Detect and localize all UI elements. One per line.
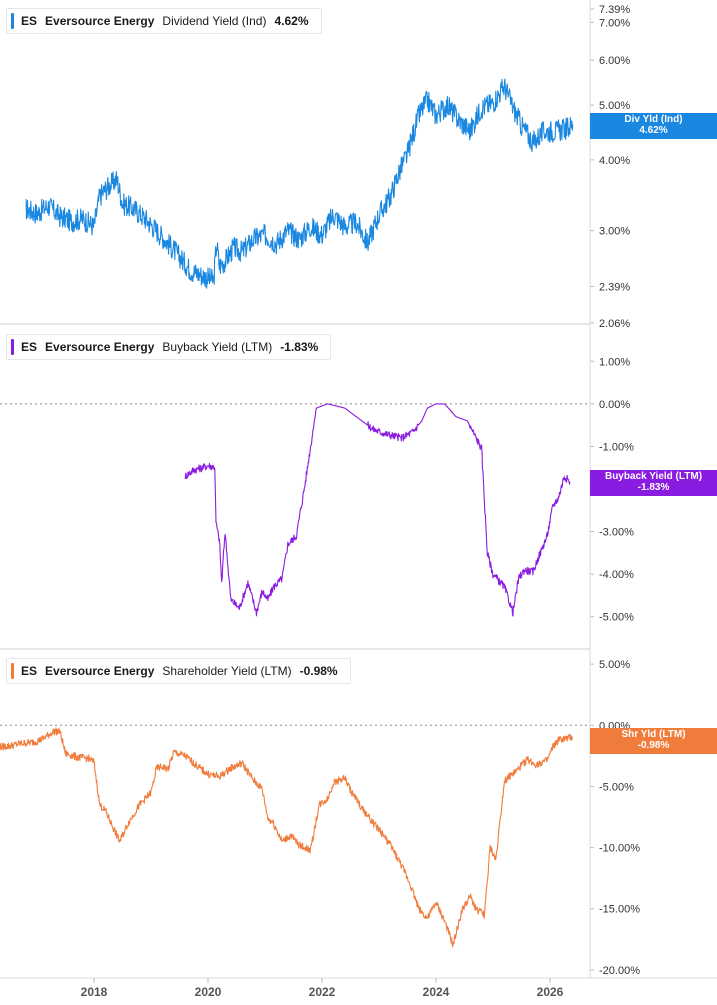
y-tick-label: -1.00% — [599, 441, 634, 453]
legend-metric: Buyback Yield (LTM) — [162, 340, 273, 354]
y-tick-label: 5.00% — [599, 659, 630, 671]
y-tick-label: -15.00% — [599, 904, 640, 916]
x-tick-label: 2020 — [195, 985, 222, 999]
tag-label: Div Yld (Ind) — [624, 114, 683, 125]
series-line-2 — [184, 403, 571, 617]
legend-company: Eversource Energy — [45, 340, 155, 354]
y-tick-label: -5.00% — [599, 612, 634, 624]
legend-company: Eversource Energy — [45, 664, 155, 678]
tag-value: 4.62% — [639, 125, 668, 136]
legend-shareholder-yield: ES Eversource Energy Shareholder Yield (… — [6, 658, 351, 684]
legend-buyback-yield: ES Eversource Energy Buyback Yield (LTM)… — [6, 334, 332, 360]
y-tick-label: 1.00% — [599, 356, 630, 368]
y-tick-label: 2.06% — [599, 318, 630, 330]
legend-company: Eversource Energy — [45, 14, 155, 28]
y-tick-label: -20.00% — [599, 965, 640, 977]
y-tick-label: 0.00% — [599, 399, 630, 411]
series-line-3 — [0, 727, 574, 948]
legend-ticker: ES — [21, 664, 38, 678]
y-tick-label: 4.00% — [599, 155, 630, 167]
series-color-swatch — [11, 339, 14, 355]
value-tag-dividend-yield: Div Yld (Ind) 4.62% — [590, 113, 717, 139]
tag-value: -1.83% — [637, 482, 670, 493]
legend-dividend-yield: ES Eversource Energy Dividend Yield (Ind… — [6, 8, 322, 34]
legend-metric: Dividend Yield (Ind) — [162, 14, 267, 28]
tag-label: Shr Yld (LTM) — [621, 729, 686, 740]
value-tag-buyback-yield: Buyback Yield (LTM) -1.83% — [590, 470, 717, 496]
series-color-swatch — [11, 663, 14, 679]
series-color-swatch — [11, 13, 14, 29]
tag-label: Buyback Yield (LTM) — [604, 471, 703, 482]
tag-value: -0.98% — [637, 740, 670, 751]
legend-value: 4.62% — [274, 14, 309, 28]
y-tick-label: 7.00% — [599, 17, 630, 29]
y-tick-label: 7.39% — [599, 4, 630, 16]
y-tick-label: -5.00% — [599, 781, 634, 793]
legend-ticker: ES — [21, 340, 38, 354]
y-tick-label: 6.00% — [599, 55, 630, 67]
legend-metric: Shareholder Yield (LTM) — [162, 664, 292, 678]
chart-marks — [0, 78, 574, 948]
series-line-1 — [25, 78, 574, 289]
legend-value: -0.98% — [299, 664, 338, 678]
chart-grid — [0, 323, 590, 726]
y-tick-label: -3.00% — [599, 527, 634, 539]
y-tick-label: 5.00% — [599, 100, 630, 112]
legend-ticker: ES — [21, 14, 38, 28]
x-tick-label: 2022 — [309, 985, 336, 999]
y-tick-label: -4.00% — [599, 569, 634, 581]
x-tick-label: 2018 — [81, 985, 108, 999]
y-tick-label: 3.00% — [599, 226, 630, 238]
value-tag-shareholder-yield: Shr Yld (LTM) -0.98% — [590, 728, 717, 754]
x-tick-label: 2024 — [423, 985, 450, 999]
y-tick-label: 2.39% — [599, 281, 630, 293]
legend-value: -1.83% — [280, 340, 319, 354]
x-tick-label: 2026 — [537, 985, 564, 999]
y-tick-label: -10.00% — [599, 843, 640, 855]
